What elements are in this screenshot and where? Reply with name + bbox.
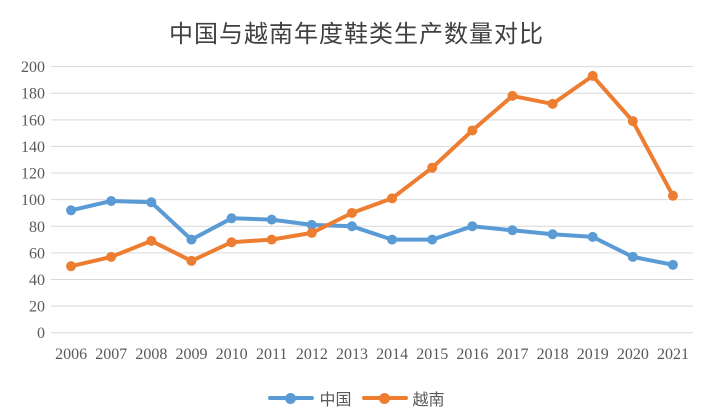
x-axis-tick-label: 2006: [55, 346, 87, 363]
data-point-marker: [266, 214, 277, 225]
data-point-marker: [387, 234, 398, 245]
data-point-marker: [266, 234, 277, 245]
data-point-marker: [547, 229, 558, 240]
x-axis-tick-label: 2021: [657, 346, 689, 363]
y-axis-tick-label: 100: [21, 192, 45, 209]
data-point-marker: [427, 234, 438, 245]
y-axis-tick-label: 40: [29, 272, 45, 289]
x-axis-tick-label: 2007: [95, 346, 127, 363]
y-axis-tick-label: 60: [29, 245, 45, 262]
x-axis-tick-label: 2020: [617, 346, 649, 363]
data-point-marker: [507, 90, 518, 101]
data-point-marker: [627, 116, 638, 127]
legend-line-marker-china-icon: [268, 392, 315, 404]
legend-label-china: 中国: [319, 392, 352, 409]
legend-line-marker-vietnam-icon: [361, 392, 408, 404]
data-point-marker: [146, 235, 157, 246]
x-axis-tick-label: 2017: [496, 346, 528, 363]
y-axis-tick-label: 20: [29, 299, 45, 316]
data-point-marker: [427, 162, 438, 173]
series-line-china: [69, 199, 675, 267]
data-point-marker: [467, 221, 478, 232]
x-axis-tick-label: 2018: [537, 346, 569, 363]
y-axis-tick-label: 200: [21, 59, 45, 76]
legend-item-china: 中国: [268, 386, 352, 410]
data-point-marker: [346, 207, 357, 218]
data-point-marker: [587, 70, 598, 81]
x-axis-tick-label: 2016: [456, 346, 488, 363]
data-point-marker: [467, 125, 478, 136]
x-axis-tick-label: 2012: [296, 346, 328, 363]
y-axis-tick-label: 80: [29, 219, 45, 236]
y-axis-tick-label: 140: [21, 139, 45, 156]
y-axis-tick-label: 0: [37, 325, 45, 342]
data-point-marker: [106, 195, 117, 206]
x-axis-tick-label: 2008: [135, 346, 167, 363]
y-axis-tick-label: 160: [21, 112, 45, 129]
x-axis-tick-label: 2013: [336, 346, 368, 363]
x-axis-tick-label: 2010: [216, 346, 248, 363]
chart-title: 中国与越南年度鞋类生产数量对比: [169, 22, 544, 48]
x-axis-tick-label: 2014: [376, 346, 408, 363]
x-axis-tick-label: 2019: [577, 346, 609, 363]
x-axis-tick-label: 2015: [416, 346, 448, 363]
data-point-marker: [667, 259, 678, 270]
data-point-marker: [346, 221, 357, 232]
data-point-marker: [226, 237, 237, 248]
data-point-marker: [106, 251, 117, 262]
data-point-marker: [66, 205, 77, 216]
legend-label-vietnam: 越南: [412, 392, 445, 409]
data-point-marker: [507, 225, 518, 236]
data-point-marker: [547, 98, 558, 109]
data-point-marker: [226, 213, 237, 224]
legend: 中国 越南: [0, 386, 713, 410]
data-point-marker: [306, 219, 317, 230]
data-point-marker: [387, 193, 398, 204]
y-axis-tick-label: 180: [21, 86, 45, 103]
data-point-marker: [186, 255, 197, 266]
data-point-marker: [627, 251, 638, 262]
data-point-marker: [667, 190, 678, 201]
x-axis-tick-label: 2009: [175, 346, 207, 363]
legend-item-vietnam: 越南: [361, 386, 445, 410]
x-axis-tick-label: 2011: [256, 346, 287, 363]
data-point-marker: [587, 231, 598, 242]
data-point-marker: [306, 227, 317, 238]
data-point-marker: [186, 234, 197, 245]
data-point-marker: [146, 197, 157, 208]
y-axis-tick-label: 120: [21, 166, 45, 183]
data-point-marker: [66, 261, 77, 272]
series-line-vietnam: [69, 73, 675, 269]
